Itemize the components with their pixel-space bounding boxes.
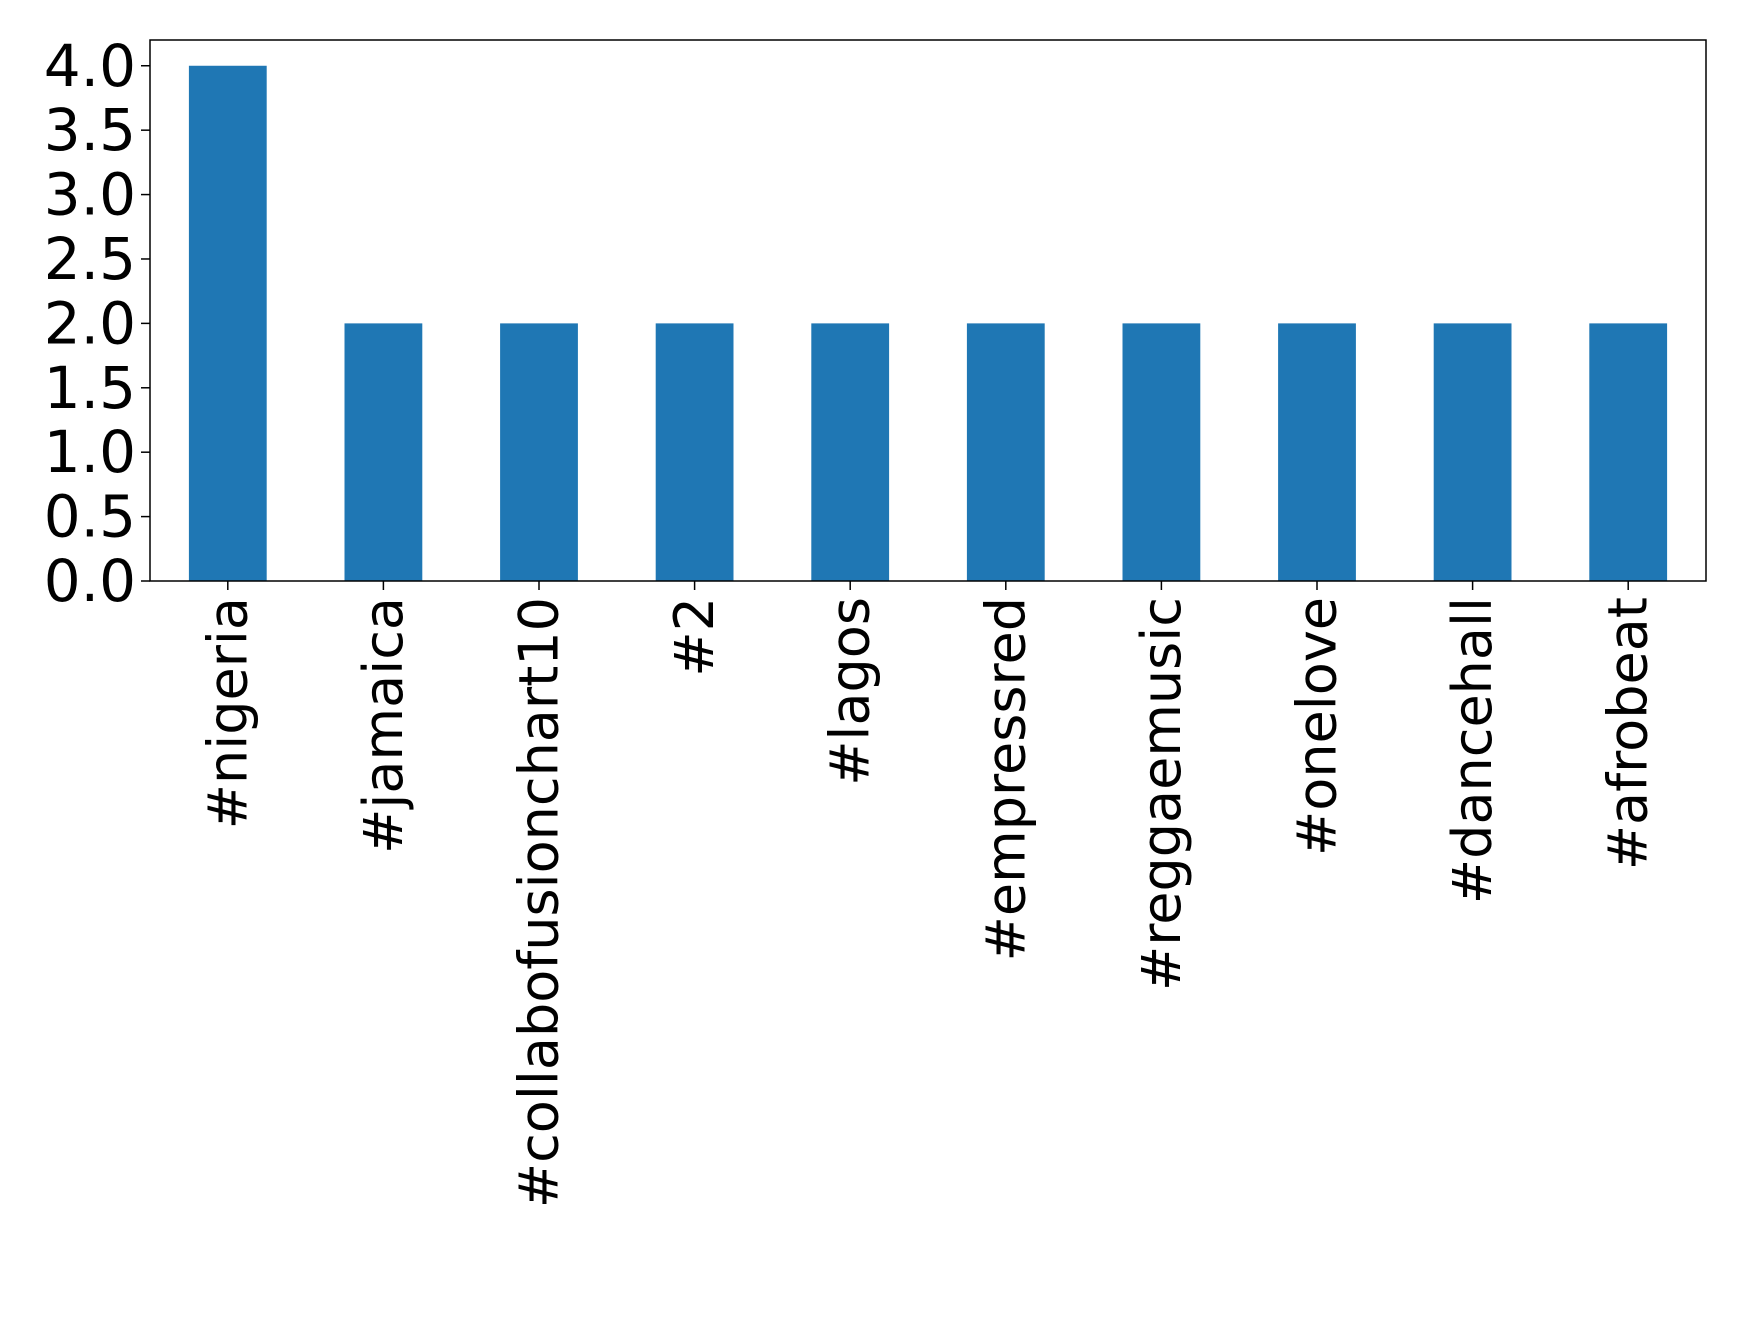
y-tick-label: 1.5 xyxy=(44,354,136,422)
bar-collabofusionchart10 xyxy=(500,323,578,581)
plot-frame xyxy=(149,39,1707,582)
y-tick-label: 0.5 xyxy=(44,483,136,551)
x-tick-label: #collabofusionchart10 xyxy=(508,597,571,1208)
x-tick-label: #empressred xyxy=(974,597,1037,961)
bar-empressred xyxy=(966,323,1045,581)
y-tick-label: 2.0 xyxy=(44,289,136,357)
bar-afrobeat xyxy=(1589,323,1668,581)
bar-dancehall xyxy=(1433,323,1512,581)
y-tick-label: 2.5 xyxy=(44,225,136,293)
y-tick-label: 3.0 xyxy=(44,161,136,229)
bars-layer xyxy=(188,65,1668,581)
bar-onelove xyxy=(1278,323,1356,581)
y-tick-label: 4.0 xyxy=(44,32,136,100)
x-tick-label: #afrobeat xyxy=(1597,597,1660,870)
x-tick-label: #onelove xyxy=(1286,597,1349,856)
x-tick-label: #reggaemusic xyxy=(1130,597,1193,991)
y-axis: 0.00.51.01.52.02.53.03.54.0 xyxy=(44,32,150,615)
bar-jamaica xyxy=(344,323,423,581)
bar-nigeria xyxy=(188,65,267,581)
x-tick-label: #jamaica xyxy=(352,597,415,854)
x-axis: #nigeria #jamaica #collabofusionchart10 #2 #… xyxy=(196,581,1660,1208)
x-tick-label: #lagos xyxy=(819,597,882,786)
x-tick-label: #nigeria xyxy=(196,597,259,829)
bar-reggaemusic xyxy=(1122,323,1201,581)
y-tick-label: 3.5 xyxy=(44,96,136,164)
bar-2 xyxy=(655,323,734,581)
bar-lagos xyxy=(811,323,890,581)
x-tick-label: #2 xyxy=(663,597,726,677)
y-tick-label: 0.0 xyxy=(44,547,136,615)
y-tick-label: 1.0 xyxy=(44,418,136,486)
x-tick-label: #dancehall xyxy=(1441,597,1504,904)
